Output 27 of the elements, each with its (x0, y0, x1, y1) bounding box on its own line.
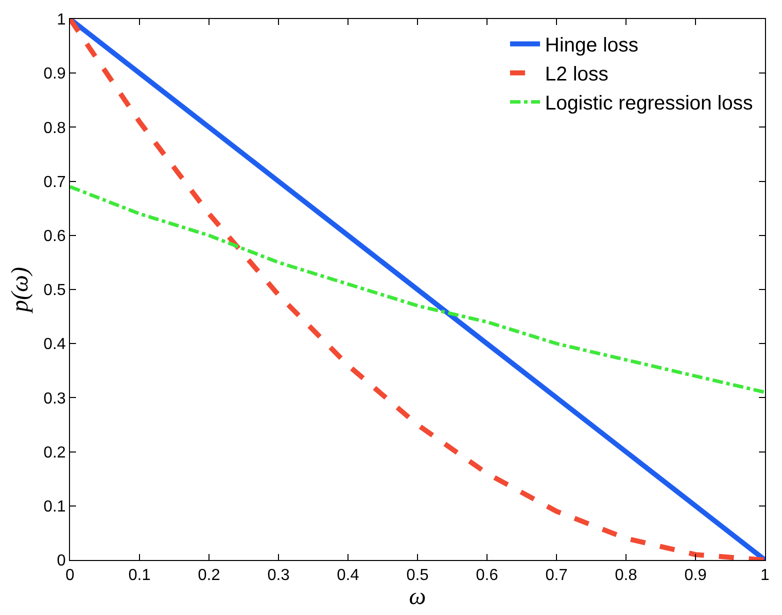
x-tick-label: 0.1 (128, 567, 151, 584)
legend-label: L2 loss (545, 64, 608, 86)
y-tick-label: 0.4 (44, 336, 66, 354)
y-tick-label: 0.1 (44, 498, 66, 516)
x-tick-label: 0.7 (545, 567, 568, 584)
y-tick-label: 1 (56, 12, 66, 29)
y-tick-label: 0.9 (44, 66, 66, 83)
x-tick-label: 0.6 (476, 567, 498, 584)
x-tick-label: 0.3 (267, 567, 290, 584)
legend-label: Hinge loss (545, 34, 638, 57)
y-tick-label: 0.7 (44, 174, 66, 191)
x-tick-label: 0.4 (336, 567, 360, 584)
y-tick-label: 0.6 (44, 228, 66, 245)
y-axis-title: p(ω) (8, 267, 34, 314)
x-axis-title: ω (409, 584, 426, 610)
y-tick-label: 0.5 (44, 282, 66, 300)
y-tick-label: 0.3 (44, 390, 66, 408)
x-tick-label: 0.9 (684, 567, 707, 584)
x-tick-label: 0.2 (198, 567, 220, 584)
x-tick-label: 1 (760, 567, 770, 584)
x-tick-label: 0.5 (406, 567, 429, 584)
line-series (70, 184, 765, 394)
x-tick-label: 0.8 (614, 567, 638, 584)
y-tick-label: 0.8 (44, 120, 66, 137)
y-tick-label: 0 (56, 552, 66, 570)
legend-label: Logistic regression loss (545, 92, 753, 115)
y-tick-label: 0.2 (44, 444, 66, 462)
